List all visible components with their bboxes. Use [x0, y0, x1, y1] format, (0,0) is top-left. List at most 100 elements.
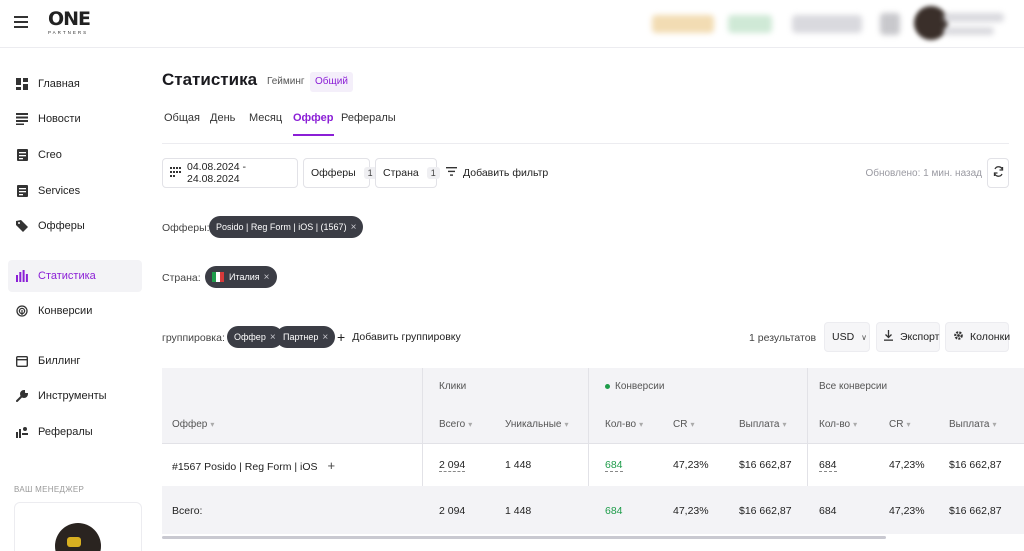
tab-day[interactable]: День — [210, 112, 236, 124]
country-chip[interactable]: Италия × — [205, 266, 277, 288]
sidebar-item-home[interactable]: Главная — [8, 68, 142, 100]
sidebar-item-offers[interactable]: Офферы — [8, 210, 142, 242]
sidebar-item-label: Статистика — [38, 270, 96, 282]
sidebar-item-statistics[interactable]: Статистика — [8, 260, 142, 292]
sidebar-item-referrals[interactable]: Рефералы — [8, 416, 142, 448]
sort-icon: ▾ — [853, 420, 858, 429]
column-header-conv-cr[interactable]: CR ▾ — [673, 419, 694, 430]
cell-all-payout: $16 662,87 — [949, 459, 1002, 471]
sidebar-item-services[interactable]: Services — [8, 175, 142, 207]
manager-card[interactable] — [14, 502, 142, 551]
country-filter-button[interactable]: Страна 1 — [375, 158, 440, 188]
add-grouping-button[interactable]: + Добавить группировку — [337, 329, 461, 345]
id-widget-blurred[interactable] — [792, 15, 862, 33]
column-header-offer[interactable]: Оффер ▾ — [172, 419, 214, 430]
sort-icon: ▾ — [210, 420, 215, 429]
offer-chip-text: Posido | Reg Form | iOS | (1567) — [216, 222, 347, 232]
total-clicks-total: 2 094 — [439, 505, 466, 517]
download-icon — [884, 330, 893, 344]
offer-chip[interactable]: Posido | Reg Form | iOS | (1567) × — [209, 216, 364, 238]
menu-icon[interactable] — [14, 16, 28, 28]
country-filter-count: 1 — [426, 167, 440, 179]
sidebar-item-label: Creo — [38, 149, 62, 161]
page-title: Статистика — [162, 70, 258, 89]
sidebar-item-label: Инструменты — [38, 390, 107, 402]
tab-offer[interactable]: Оффер — [293, 112, 334, 136]
total-conv-cr: 47,23% — [673, 505, 709, 517]
offers-filter-count: 1 — [363, 167, 377, 179]
mode-tab-general[interactable]: Общий — [310, 72, 353, 92]
user-email-blurred[interactable] — [944, 27, 994, 35]
dashboard-icon — [16, 78, 28, 90]
sidebar-item-conversions[interactable]: Конверсии — [8, 295, 142, 327]
notification-icon-blurred[interactable] — [880, 13, 900, 35]
sidebar-item-label: Биллинг — [38, 355, 81, 367]
cell-all-count[interactable]: 684 — [819, 459, 837, 472]
manager-avatar — [55, 523, 101, 551]
column-header-label: Кол-во — [819, 419, 851, 430]
sidebar-item-creo[interactable]: Creo — [8, 139, 142, 171]
date-range-picker[interactable]: 04.08.2024 - 24.08.2024 — [162, 158, 298, 188]
column-header-all-cr[interactable]: CR ▾ — [889, 419, 910, 430]
offers-filter-button[interactable]: Офферы 1 — [303, 158, 377, 188]
sort-icon: ▾ — [690, 420, 695, 429]
date-range-value: 04.08.2024 - 24.08.2024 — [187, 161, 246, 185]
mode-tab-gaming[interactable]: Гейминг — [267, 76, 305, 87]
expand-plus-icon[interactable]: + — [327, 458, 336, 473]
group-header-all-conversions: Все конверсии — [819, 381, 888, 392]
cell-clicks-unique: 1 448 — [505, 459, 532, 471]
table-row-offer[interactable]: #1567 Posido | Reg Form | iOS + — [172, 458, 335, 473]
group-chip-text: Партнер — [283, 332, 319, 342]
cell-clicks-total[interactable]: 2 094 — [439, 459, 466, 472]
wallet-icon — [16, 355, 28, 367]
table-group-header-row — [162, 368, 1024, 406]
column-header-conv-count[interactable]: Кол-во ▾ — [605, 419, 643, 430]
user-avatar[interactable] — [914, 6, 948, 40]
fingerprint-icon — [16, 305, 28, 317]
close-icon[interactable]: × — [263, 271, 270, 283]
sort-icon: ▾ — [906, 420, 911, 429]
currency-select[interactable]: USD ∨ — [824, 322, 870, 352]
group-chip-partner[interactable]: Партнер × — [276, 326, 336, 348]
close-icon[interactable]: × — [350, 221, 357, 233]
column-header-all-count[interactable]: Кол-во ▾ — [819, 419, 857, 430]
column-header-label: Уникальные — [505, 419, 562, 430]
columns-button[interactable]: Колонки — [945, 322, 1010, 352]
column-header-clicks-total[interactable]: Всего ▾ — [439, 419, 472, 430]
export-button[interactable]: Экспорт — [876, 322, 940, 352]
column-header-conv-payout[interactable]: Выплата ▾ — [739, 419, 787, 430]
sort-icon: ▾ — [992, 420, 997, 429]
plus-icon: + — [337, 329, 346, 345]
sidebar-item-billing[interactable]: Биллинг — [8, 345, 142, 377]
add-filter-label: Добавить фильтр — [463, 167, 549, 179]
add-filter-button[interactable]: Добавить фильтр — [446, 167, 548, 179]
group-header-conversions: Конверсии — [605, 381, 664, 392]
wrench-icon — [16, 390, 28, 402]
bar-chart-icon — [16, 270, 28, 282]
group-header-clicks: Клики — [439, 381, 467, 392]
column-header-label: Кол-во — [605, 419, 637, 430]
cell-conv-count[interactable]: 684 — [605, 459, 623, 472]
column-header-label: Выплата — [739, 419, 780, 430]
tab-month[interactable]: Месяц — [249, 112, 283, 124]
sidebar-item-news[interactable]: Новости — [8, 103, 142, 135]
user-name-blurred[interactable] — [944, 13, 1004, 22]
refresh-button[interactable] — [987, 158, 1009, 188]
group-chip-offer[interactable]: Оффер × — [227, 326, 283, 348]
sort-icon: ▾ — [782, 420, 787, 429]
sidebar-item-tools[interactable]: Инструменты — [8, 380, 142, 412]
hold-widget-blurred[interactable] — [728, 15, 772, 33]
column-header-clicks-unique[interactable]: Уникальные ▾ — [505, 419, 569, 430]
table-total-row — [162, 486, 1024, 534]
column-header-all-payout[interactable]: Выплата ▾ — [949, 419, 997, 430]
sidebar-item-label: Главная — [38, 78, 80, 90]
close-icon[interactable]: × — [269, 331, 276, 343]
tab-general[interactable]: Общая — [164, 112, 200, 124]
logo[interactable]: ONE PARTNERS — [48, 9, 94, 39]
close-icon[interactable]: × — [322, 331, 329, 343]
manager-label: ВАШ МЕНЕДЖЕР — [14, 485, 85, 494]
horizontal-scrollbar[interactable] — [162, 536, 886, 539]
cell-all-cr: 47,23% — [889, 459, 925, 471]
balance-widget-blurred[interactable] — [652, 15, 714, 33]
tab-referrals[interactable]: Рефералы — [341, 112, 396, 124]
